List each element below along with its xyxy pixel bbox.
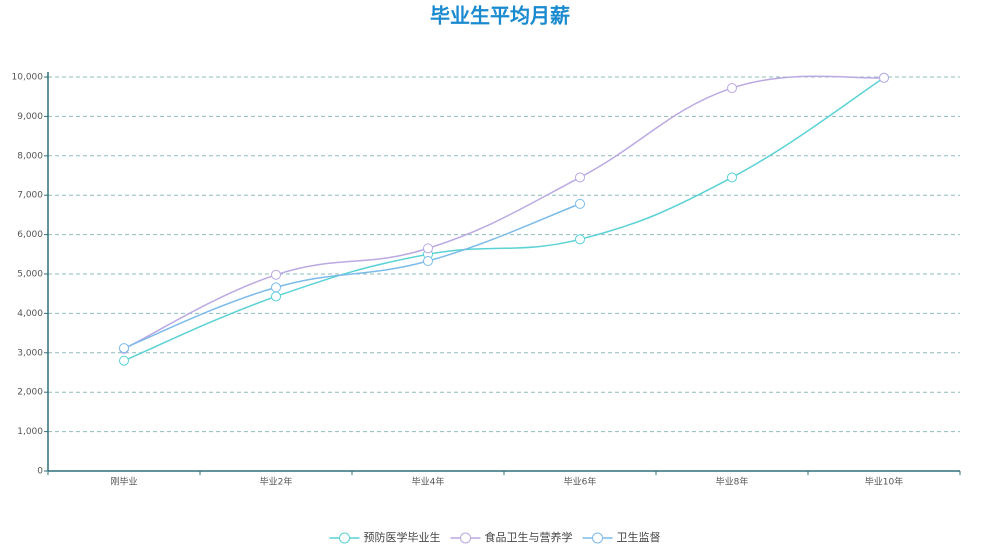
data-point [423, 243, 433, 254]
x-tick-label: 刚毕业 [110, 476, 137, 488]
legend-label: 食品卫生与营养学 [485, 530, 573, 544]
y-tick-label: 4,000 [17, 309, 43, 319]
data-point [727, 83, 737, 94]
y-tick-label: 0 [37, 467, 43, 477]
y-tick-label: 2,000 [17, 388, 43, 398]
y-tick-label: 10,000 [12, 73, 44, 83]
data-point [879, 72, 889, 83]
series-line [123, 75, 885, 350]
data-point [575, 234, 585, 245]
y-tick-label: 9,000 [17, 112, 43, 122]
data-point [119, 355, 129, 366]
legend-marker [460, 532, 471, 544]
series-line [123, 203, 581, 349]
x-tick-label: 毕业10年 [865, 476, 903, 488]
legend-marker [592, 532, 603, 544]
y-tick-label: 3,000 [17, 348, 43, 358]
data-point [119, 343, 129, 354]
data-point [575, 172, 585, 183]
y-tick-label: 5,000 [17, 270, 43, 280]
y-tick-label: 1,000 [17, 427, 43, 437]
data-point [423, 255, 433, 266]
y-tick-label: 7,000 [17, 191, 43, 201]
series-line [123, 77, 885, 362]
legend-marker [339, 532, 350, 544]
y-tick-label: 6,000 [17, 230, 43, 240]
data-point [575, 198, 585, 209]
x-tick-label: 毕业2年 [260, 476, 293, 488]
x-tick-label: 毕业4年 [412, 476, 445, 488]
y-tick-label: 8,000 [17, 151, 43, 161]
x-tick-label: 毕业8年 [716, 476, 749, 488]
data-point [727, 172, 737, 183]
data-point [271, 282, 281, 293]
data-point [271, 269, 281, 280]
legend-label: 预防医学毕业生 [364, 530, 441, 544]
chart-title: 毕业生平均月薪 [430, 4, 570, 28]
data-point [271, 291, 281, 302]
x-tick-label: 毕业6年 [564, 476, 597, 488]
legend-label: 卫生监督 [617, 530, 661, 544]
